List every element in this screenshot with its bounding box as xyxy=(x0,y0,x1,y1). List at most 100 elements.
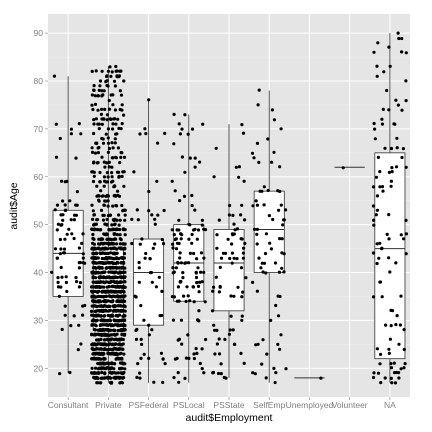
data-point xyxy=(91,318,95,322)
data-point xyxy=(251,280,255,284)
data-point xyxy=(380,185,385,189)
data-point xyxy=(98,79,103,83)
data-point xyxy=(100,122,104,126)
data-point xyxy=(397,342,401,346)
data-point xyxy=(190,204,194,208)
data-point xyxy=(118,89,122,93)
data-point xyxy=(123,367,127,371)
data-point xyxy=(214,146,218,150)
data-point xyxy=(178,251,182,255)
data-point xyxy=(231,213,235,217)
data-point xyxy=(103,241,107,245)
data-point xyxy=(173,357,177,361)
data-point xyxy=(196,266,200,270)
data-point xyxy=(112,352,116,356)
data-point xyxy=(197,290,201,294)
data-point xyxy=(53,208,57,212)
data-point xyxy=(383,376,387,380)
data-point xyxy=(394,261,398,265)
data-point xyxy=(118,246,122,250)
data-point xyxy=(90,170,94,174)
data-point xyxy=(119,323,123,327)
data-point xyxy=(260,261,264,265)
data-point xyxy=(192,300,196,304)
boxes-layer xyxy=(52,33,406,383)
data-point xyxy=(58,372,62,376)
data-point xyxy=(67,227,71,231)
data-point xyxy=(119,69,123,73)
data-point xyxy=(170,179,174,183)
data-point xyxy=(242,246,246,250)
data-point xyxy=(387,170,391,174)
data-point xyxy=(230,242,234,246)
data-point xyxy=(58,237,63,242)
data-point xyxy=(120,366,124,370)
data-point xyxy=(95,347,99,351)
data-point xyxy=(122,184,126,188)
data-point xyxy=(389,376,393,380)
data-point xyxy=(102,184,106,188)
data-point xyxy=(372,50,376,54)
data-point xyxy=(117,174,121,178)
data-point xyxy=(72,314,76,318)
data-point xyxy=(137,260,141,265)
data-point xyxy=(103,281,107,285)
data-point xyxy=(186,261,191,265)
data-point xyxy=(404,218,408,222)
data-point xyxy=(400,36,404,41)
data-point xyxy=(199,270,203,274)
data-point xyxy=(91,275,95,279)
data-point xyxy=(229,294,233,298)
data-point xyxy=(95,261,99,265)
data-point xyxy=(106,313,110,318)
data-point xyxy=(96,357,101,361)
data-point xyxy=(81,304,85,308)
data-point xyxy=(402,237,406,241)
data-point xyxy=(91,241,95,245)
data-point xyxy=(261,338,265,342)
data-point xyxy=(389,366,394,370)
data-point xyxy=(172,233,176,237)
data-point xyxy=(55,203,60,207)
data-point xyxy=(104,247,108,251)
data-point xyxy=(276,314,281,318)
data-point xyxy=(278,294,282,299)
data-point xyxy=(196,318,200,322)
data-point xyxy=(97,338,101,342)
data-point xyxy=(77,323,81,327)
box-rect xyxy=(213,229,245,312)
data-point xyxy=(202,227,206,231)
data-point xyxy=(107,160,111,164)
data-point xyxy=(219,372,223,376)
data-point xyxy=(109,246,113,250)
data-point xyxy=(403,362,407,366)
data-point xyxy=(138,242,142,246)
data-point xyxy=(107,98,111,103)
data-point xyxy=(122,242,126,246)
data-point xyxy=(90,347,94,351)
data-point xyxy=(130,217,134,221)
data-point xyxy=(97,294,101,299)
data-point xyxy=(101,351,106,355)
data-point xyxy=(118,161,122,165)
x-tick-label: SelfEmp xyxy=(253,400,285,410)
data-point xyxy=(112,371,117,375)
data-point xyxy=(95,184,99,188)
data-point xyxy=(137,266,141,270)
data-point xyxy=(122,252,127,256)
data-point xyxy=(384,323,388,327)
data-point xyxy=(119,309,123,313)
data-point xyxy=(93,299,97,303)
data-point xyxy=(153,217,157,221)
data-point xyxy=(385,88,389,93)
data-point xyxy=(100,107,104,111)
data-point xyxy=(396,31,400,35)
data-point xyxy=(115,170,120,174)
data-point xyxy=(64,280,68,285)
data-point xyxy=(233,228,237,232)
data-point xyxy=(180,127,184,131)
data-point xyxy=(107,261,111,265)
data-point xyxy=(394,165,399,169)
data-point xyxy=(90,290,95,294)
